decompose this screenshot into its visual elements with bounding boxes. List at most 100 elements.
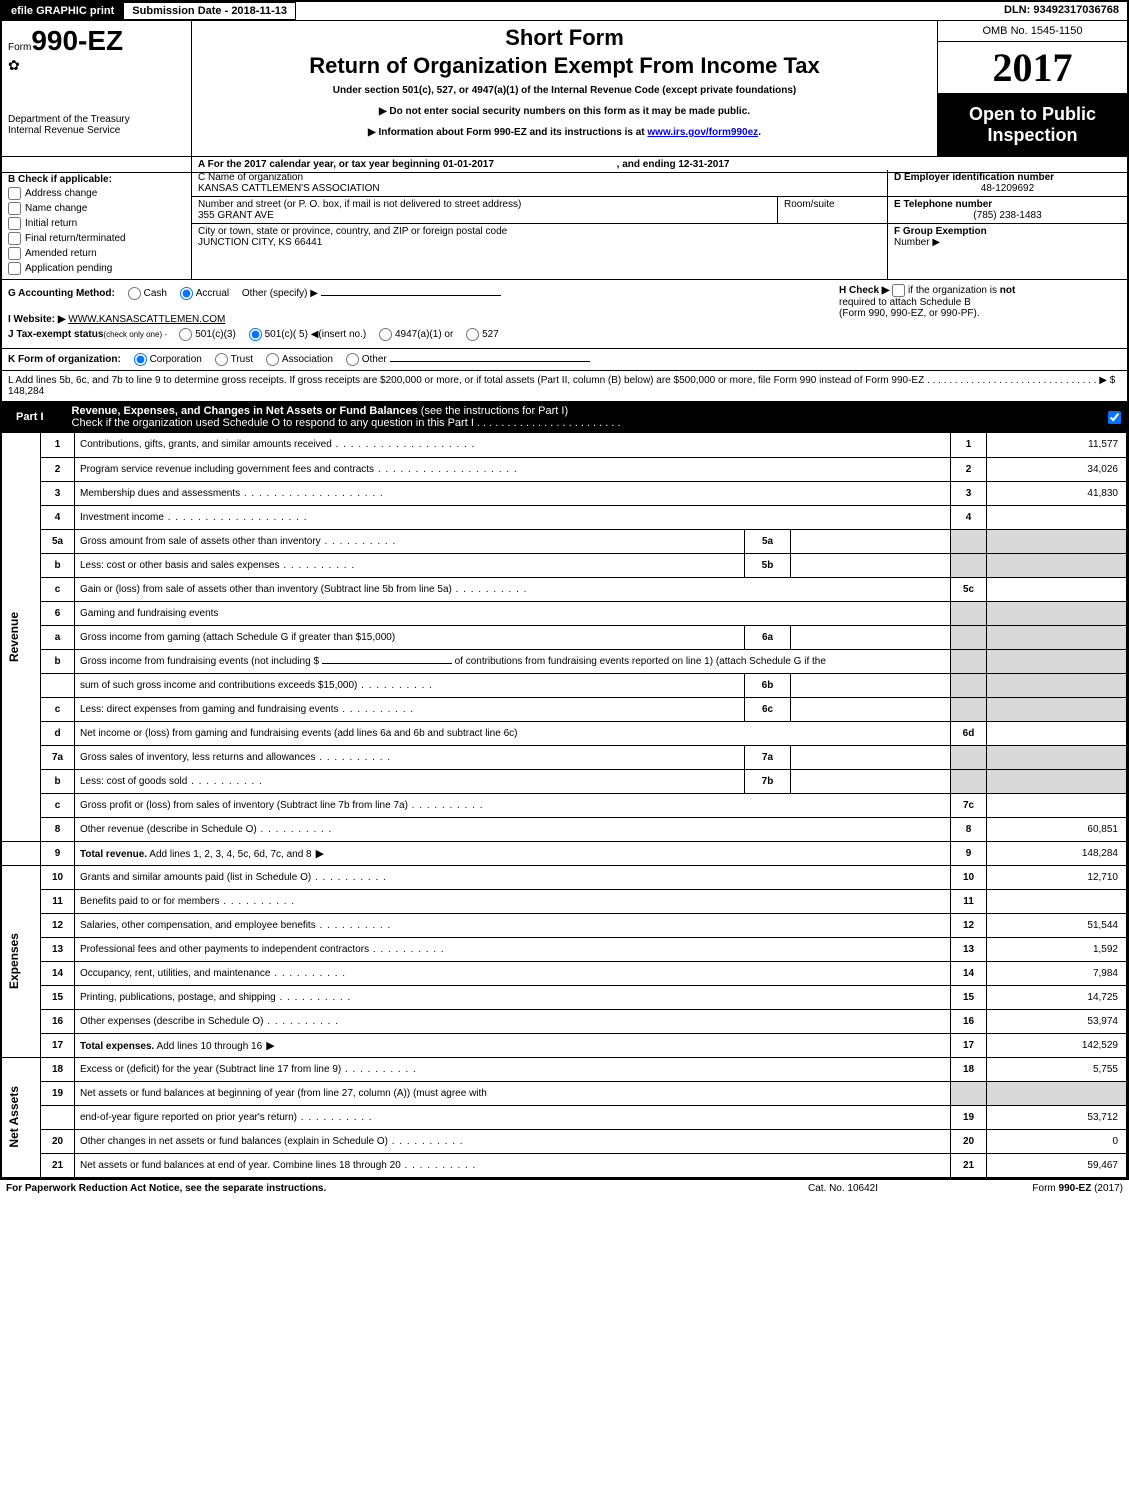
page-footer: For Paperwork Reduction Act Notice, see … <box>0 1180 1129 1197</box>
group-exemption-block: F Group Exemption Number ▶ <box>888 224 1127 279</box>
org-name: KANSAS CATTLEMEN'S ASSOCIATION <box>198 183 881 194</box>
row-13: 13 Professional fees and other payments … <box>2 937 1127 961</box>
val-17: 142,529 <box>987 1033 1127 1057</box>
row-14: 14 Occupancy, rent, utilities, and maint… <box>2 961 1127 985</box>
row-10: Expenses 10 Grants and similar amounts p… <box>2 865 1127 889</box>
chk-amended-return[interactable]: Amended return <box>8 247 185 260</box>
chk-application-pending[interactable]: Application pending <box>8 262 185 275</box>
row-16: 16 Other expenses (describe in Schedule … <box>2 1009 1127 1033</box>
row-7b: b Less: cost of goods sold 7b <box>2 769 1127 793</box>
line-J: J Tax-exempt status(check only one) - 50… <box>8 328 831 341</box>
j-4947-radio[interactable] <box>379 328 392 341</box>
val-19: 53,712 <box>987 1105 1127 1129</box>
info-link[interactable]: www.irs.gov/form990ez <box>647 127 758 138</box>
j-501c-radio[interactable] <box>249 328 262 341</box>
part1-table: Revenue 1 Contributions, gifts, grants, … <box>2 433 1127 1178</box>
tax-year: 2017 <box>938 42 1127 94</box>
chk-final-return[interactable]: Final return/terminated <box>8 232 185 245</box>
expenses-side-label: Expenses <box>2 865 41 1057</box>
website-value: WWW.KANSASCATTLEMEN.COM <box>68 314 225 325</box>
val-14: 7,984 <box>987 961 1127 985</box>
row-4: 4 Investment income 4 <box>2 505 1127 529</box>
row-6a: a Gross income from gaming (attach Sched… <box>2 625 1127 649</box>
line-K: K Form of organization: Corporation Trus… <box>2 349 1127 371</box>
open-to-public: Open to Public Inspection <box>938 94 1127 156</box>
val-5b <box>791 553 951 577</box>
h-checkbox[interactable] <box>892 284 905 297</box>
revenue-side-label: Revenue <box>2 433 41 841</box>
gross-receipts-value: 148,284 <box>8 386 44 397</box>
under-section: Under section 501(c), 527, or 4947(a)(1)… <box>202 85 927 96</box>
k-trust-radio[interactable] <box>215 353 228 366</box>
val-6b <box>791 673 951 697</box>
k-other-input[interactable] <box>390 361 590 362</box>
val-18: 5,755 <box>987 1057 1127 1081</box>
row-9: 9 Total revenue. Add lines 1, 2, 3, 4, 5… <box>2 841 1127 865</box>
row-5c: c Gain or (loss) from sale of assets oth… <box>2 577 1127 601</box>
header-middle: Short Form Return of Organization Exempt… <box>192 21 937 156</box>
ssn-warning: ▶ Do not enter social security numbers o… <box>202 106 927 117</box>
header-right: OMB No. 1545-1150 2017 Open to Public In… <box>937 21 1127 156</box>
6b-amount-input[interactable] <box>322 663 452 664</box>
k-corporation-radio[interactable] <box>134 353 147 366</box>
val-20: 0 <box>987 1129 1127 1153</box>
val-6c <box>791 697 951 721</box>
efile-print-button[interactable]: efile GRAPHIC print <box>2 2 123 20</box>
dln-number: DLN: 93492317036768 <box>996 2 1127 20</box>
org-name-row: C Name of organization KANSAS CATTLEMEN'… <box>192 170 887 197</box>
j-527-radio[interactable] <box>466 328 479 341</box>
section-B-checks: B Check if applicable: Address change Na… <box>2 148 192 279</box>
val-2: 34,026 <box>987 457 1127 481</box>
section-DEF: D Employer identification number 48-1209… <box>887 170 1127 279</box>
val-11 <box>987 889 1127 913</box>
short-form-title: Short Form <box>202 25 927 51</box>
form-header: Form990-EZ ✿ Department of the Treasury … <box>2 21 1127 157</box>
return-title: Return of Organization Exempt From Incom… <box>202 53 927 79</box>
val-5a <box>791 529 951 553</box>
row-3: 3 Membership dues and assessments 3 41,8… <box>2 481 1127 505</box>
val-8: 60,851 <box>987 817 1127 841</box>
chk-name-change[interactable]: Name change <box>8 202 185 215</box>
row-7a: 7a Gross sales of inventory, less return… <box>2 745 1127 769</box>
g-accrual-radio[interactable] <box>180 287 193 300</box>
name-address-block: C Name of organization KANSAS CATTLEMEN'… <box>192 170 887 279</box>
g-cash-radio[interactable] <box>128 287 141 300</box>
gh-left: G Accounting Method: Cash Accrual Other … <box>8 284 831 344</box>
val-16: 53,974 <box>987 1009 1127 1033</box>
row-21: 21 Net assets or fund balances at end of… <box>2 1153 1127 1177</box>
row-8: 8 Other revenue (describe in Schedule O)… <box>2 817 1127 841</box>
row-5a: 5a Gross amount from sale of assets othe… <box>2 529 1127 553</box>
line-I: I Website: ▶ WWW.KANSASCATTLEMEN.COM <box>8 314 831 325</box>
val-21: 59,467 <box>987 1153 1127 1177</box>
info-line: ▶ Information about Form 990-EZ and its … <box>202 127 927 138</box>
ein-value: 48-1209692 <box>894 183 1121 194</box>
form-990ez: efile GRAPHIC print Submission Date - 20… <box>0 0 1129 1180</box>
row-11: 11 Benefits paid to or for members 11 <box>2 889 1127 913</box>
row-18: Net Assets 18 Excess or (deficit) for th… <box>2 1057 1127 1081</box>
part-1-header: Part I Revenue, Expenses, and Changes in… <box>2 402 1127 433</box>
chk-address-change[interactable]: Address change <box>8 187 185 200</box>
footer-right: Form 990-EZ (2017) <box>943 1183 1123 1194</box>
row-19b: end-of-year figure reported on prior yea… <box>2 1105 1127 1129</box>
j-501c3-radio[interactable] <box>179 328 192 341</box>
val-7a <box>791 745 951 769</box>
submission-date: Submission Date - 2018-11-13 <box>123 2 296 20</box>
telephone-value: (785) 238-1483 <box>894 210 1121 221</box>
val-7c <box>987 793 1127 817</box>
city-row: City or town, state or province, country… <box>192 224 887 279</box>
recycle-icon: ✿ <box>8 57 185 74</box>
part1-schedO-checkbox[interactable] <box>1108 411 1121 424</box>
row-12: 12 Salaries, other compensation, and emp… <box>2 913 1127 937</box>
k-other-radio[interactable] <box>346 353 359 366</box>
val-15: 14,725 <box>987 985 1127 1009</box>
footer-left: For Paperwork Reduction Act Notice, see … <box>6 1183 743 1194</box>
row-19a: 19 Net assets or fund balances at beginn… <box>2 1081 1127 1105</box>
g-other-input[interactable] <box>321 295 501 296</box>
val-10: 12,710 <box>987 865 1127 889</box>
val-6d <box>987 721 1127 745</box>
k-association-radio[interactable] <box>266 353 279 366</box>
header-left: Form990-EZ ✿ Department of the Treasury … <box>2 21 192 156</box>
topbar: efile GRAPHIC print Submission Date - 20… <box>2 2 1127 21</box>
chk-initial-return[interactable]: Initial return <box>8 217 185 230</box>
row-15: 15 Printing, publications, postage, and … <box>2 985 1127 1009</box>
